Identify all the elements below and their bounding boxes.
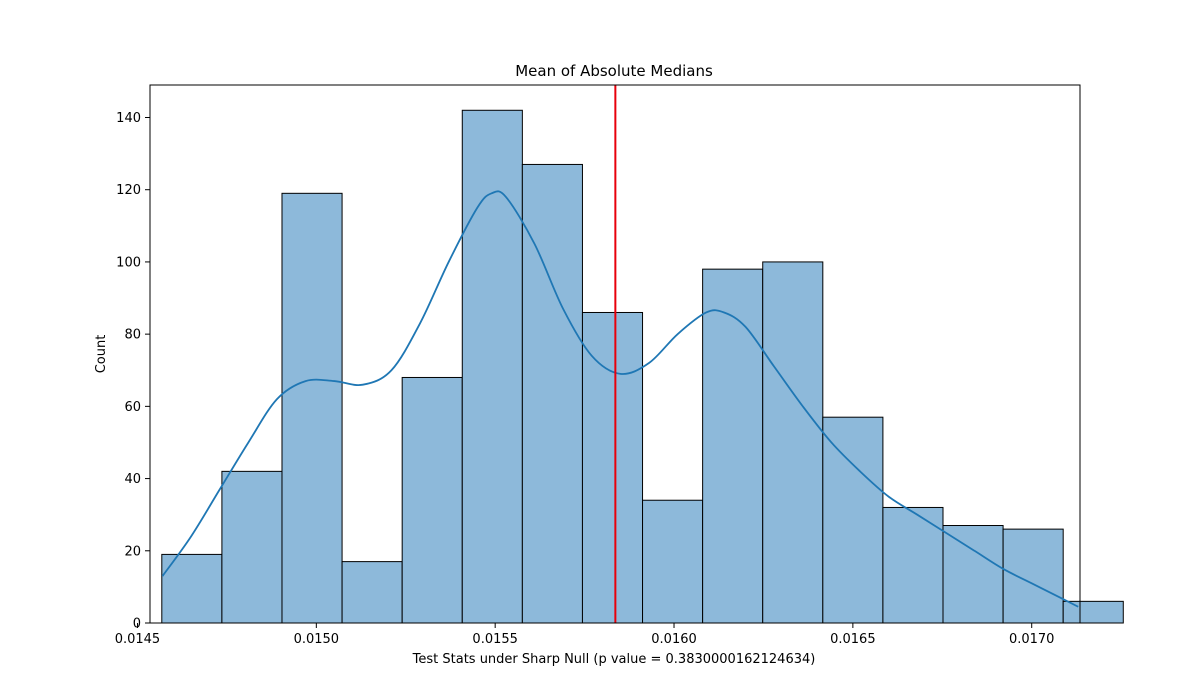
x-axis: 0.0145 0.0150 0.0155 0.0160 0.0165 0.0170 bbox=[115, 623, 1055, 647]
y-tick-label-2: 40 bbox=[124, 472, 141, 487]
plot-frame bbox=[149, 84, 1081, 624]
histogram-bar-4 bbox=[401, 376, 463, 624]
y-tick-label-6: 120 bbox=[116, 183, 141, 198]
x-tick-label-1: 0.0150 bbox=[294, 632, 340, 647]
chart-title: Mean of Absolute Medians bbox=[515, 62, 713, 80]
histogram-bar-11 bbox=[822, 416, 884, 624]
x-tick-label-3: 0.0160 bbox=[651, 632, 697, 647]
x-tick-label-4: 0.0165 bbox=[830, 632, 876, 647]
x-tick-label-0: 0.0145 bbox=[115, 632, 161, 647]
histogram-bar-0 bbox=[161, 553, 223, 624]
histogram-bar-3 bbox=[341, 561, 403, 624]
histogram-bar-9 bbox=[702, 268, 764, 624]
histogram-bar-8 bbox=[642, 499, 704, 624]
histogram-bar-12 bbox=[882, 506, 944, 624]
y-tick-label-3: 60 bbox=[124, 400, 141, 415]
y-tick-label-5: 100 bbox=[116, 255, 141, 270]
histogram-bar-10 bbox=[762, 261, 824, 624]
x-axis-label: Test Stats under Sharp Null (p value = 0… bbox=[412, 652, 816, 667]
y-tick-label-1: 20 bbox=[124, 544, 141, 559]
bars-group bbox=[161, 109, 1124, 624]
histogram-bar-13 bbox=[942, 525, 1004, 624]
histogram-bar-1 bbox=[221, 470, 283, 624]
histogram-bar-2 bbox=[281, 192, 343, 624]
histogram-bar-7 bbox=[581, 311, 644, 624]
y-axis: 0 20 40 60 80 100 120 140 bbox=[116, 111, 150, 632]
histogram-bar-6 bbox=[521, 163, 583, 624]
histogram-bar-5 bbox=[461, 109, 523, 624]
y-tick-label-4: 80 bbox=[124, 328, 141, 343]
x-tick-label-5: 0.0170 bbox=[1009, 632, 1055, 647]
y-axis-label: Count bbox=[94, 335, 109, 374]
kde-curve bbox=[161, 190, 1079, 608]
histogram-bar-15 bbox=[1062, 600, 1124, 624]
histogram-bar-14 bbox=[1002, 528, 1064, 624]
y-tick-label-0: 0 bbox=[133, 617, 141, 632]
y-tick-label-7: 140 bbox=[116, 111, 141, 126]
x-tick-label-2: 0.0155 bbox=[472, 632, 518, 647]
